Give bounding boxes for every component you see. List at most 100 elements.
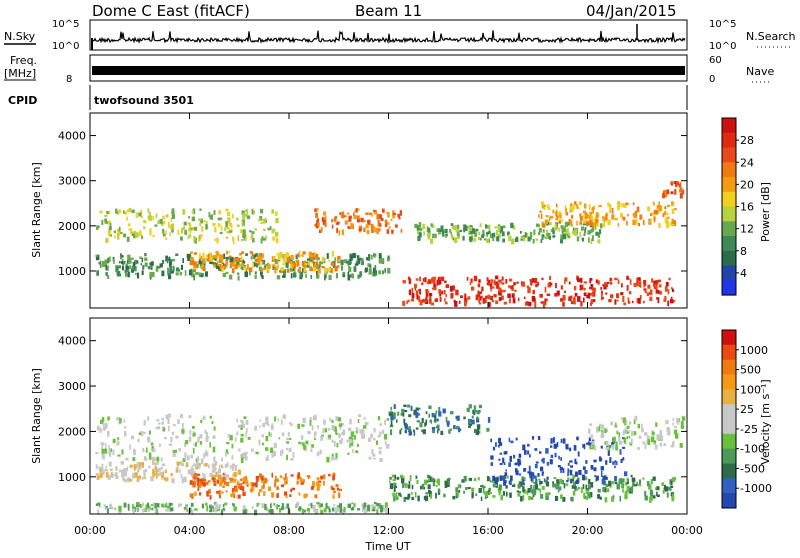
heatmap-cell (555, 495, 559, 501)
heatmap-cell (98, 505, 101, 508)
heatmap-cell (275, 475, 277, 482)
heatmap-cell (469, 231, 473, 234)
heatmap-cell (616, 430, 619, 435)
heatmap-cell (133, 233, 136, 239)
heatmap-cell (337, 265, 340, 268)
heatmap-cell (148, 452, 152, 458)
heatmap-cell (350, 431, 355, 437)
heatmap-cell (604, 497, 608, 503)
heatmap-cell (244, 264, 247, 268)
heatmap-cell (604, 487, 607, 493)
heatmap-cell (229, 263, 232, 268)
heatmap-cell (527, 488, 531, 493)
heatmap-cell (191, 480, 195, 485)
heatmap-cell (312, 504, 316, 510)
heatmap-cell (428, 489, 431, 493)
heatmap-cell (629, 279, 632, 285)
heatmap-cell (225, 265, 228, 268)
heatmap-cell (286, 257, 290, 263)
heatmap-cell (242, 229, 246, 236)
colorbar-swatch (722, 280, 736, 296)
heatmap-cell (664, 217, 668, 223)
heatmap-cell (175, 469, 179, 473)
heatmap-cell (583, 287, 586, 291)
heatmap-cell (192, 433, 196, 437)
heatmap-cell (306, 507, 310, 512)
heatmap-cell (127, 271, 130, 278)
heatmap-cell (115, 208, 118, 214)
heatmap-cell (314, 509, 318, 513)
heatmap-cell (478, 297, 481, 303)
x-tick-label: 04:00 (174, 524, 206, 537)
heatmap-cell (339, 212, 342, 216)
heatmap-cell (589, 211, 592, 217)
heatmap-cell (248, 267, 253, 273)
heatmap-cell (241, 266, 244, 271)
heatmap-cell (583, 219, 587, 224)
heatmap-cell (222, 476, 225, 483)
heatmap-cell (126, 263, 129, 266)
heatmap-cell (170, 223, 175, 230)
heatmap-cell (438, 280, 442, 285)
heatmap-cell (139, 462, 142, 466)
heatmap-cell (108, 448, 111, 455)
heatmap-cell (347, 275, 351, 281)
heatmap-cell (219, 478, 223, 485)
heatmap-cell (620, 292, 624, 296)
heatmap-cell (508, 462, 511, 467)
heatmap-cell (283, 270, 286, 276)
heatmap-cell (501, 282, 505, 285)
heatmap-cell (348, 427, 352, 432)
heatmap-cell (492, 236, 495, 242)
heatmap-cell (557, 490, 560, 493)
heatmap-cell (156, 508, 159, 514)
heatmap-cell (224, 265, 226, 270)
heatmap-cell (118, 209, 122, 214)
heatmap-cell (636, 206, 640, 213)
heatmap-cell (120, 261, 124, 264)
heatmap-cell (650, 479, 653, 485)
heatmap-cell (295, 259, 299, 262)
heatmap-cell (373, 457, 376, 460)
heatmap-cell (379, 223, 382, 227)
heatmap-cell (430, 238, 434, 244)
heatmap-cell (618, 436, 621, 442)
heatmap-cell (471, 419, 475, 425)
heatmap-cell (226, 482, 229, 486)
heatmap-cell (468, 227, 472, 233)
heatmap-cell (260, 222, 263, 225)
heatmap-cell (162, 233, 166, 237)
heatmap-cell (664, 295, 667, 301)
heatmap-cell (415, 290, 419, 297)
heatmap-cell (655, 422, 658, 427)
heatmap-cell (408, 480, 411, 487)
heatmap-cell (338, 229, 341, 236)
heatmap-cell (475, 228, 479, 232)
heatmap-cell (545, 235, 548, 239)
heatmap-cell (280, 450, 283, 456)
heatmap-cell (371, 509, 375, 512)
heatmap-cell (498, 442, 503, 446)
heatmap-cell (517, 492, 521, 497)
heatmap-cell (390, 415, 394, 421)
heatmap-cell (464, 301, 467, 307)
heatmap-cell (338, 503, 343, 508)
heatmap-cell (428, 413, 430, 418)
heatmap-cell (280, 419, 283, 425)
heatmap-cell (190, 454, 193, 459)
heatmap-cell (99, 210, 103, 214)
heatmap-cell (274, 416, 277, 422)
heatmap-cell (549, 215, 554, 219)
heatmap-cell (213, 475, 217, 478)
heatmap-cell (189, 230, 192, 234)
heatmap-cell (330, 486, 334, 489)
heatmap-cell (444, 235, 447, 238)
heatmap-cell (512, 298, 516, 304)
heatmap-cell (407, 493, 411, 498)
heatmap-cell (616, 293, 619, 299)
colorbar-swatch (722, 265, 736, 281)
heatmap-cell (531, 491, 535, 495)
heatmap-cell (474, 233, 478, 237)
heatmap-cell (145, 457, 148, 461)
heatmap-cell (231, 466, 234, 471)
